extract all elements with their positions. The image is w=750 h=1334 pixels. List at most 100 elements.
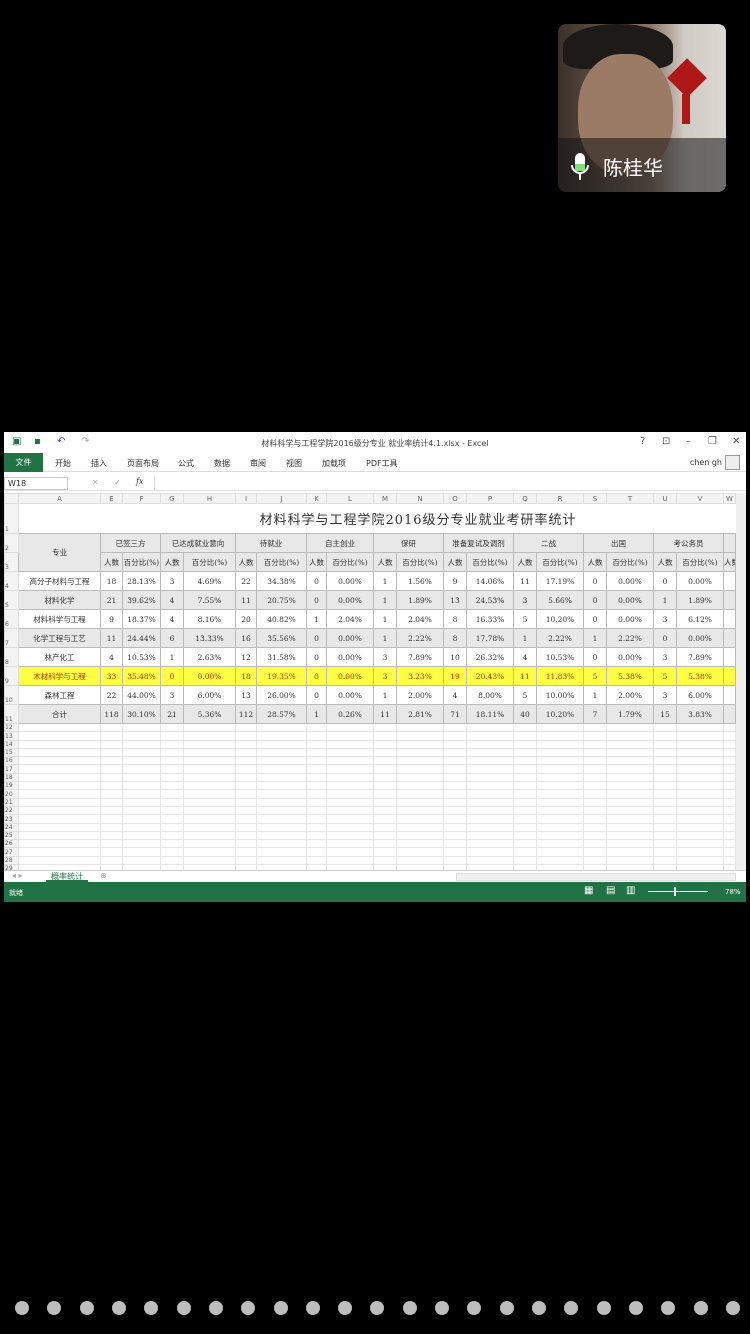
cell[interactable] [583,830,607,841]
cell[interactable] [256,764,307,774]
cell[interactable] [373,830,397,841]
cell[interactable] [160,847,184,857]
cell[interactable] [18,756,101,766]
count-header-cell[interactable]: 人数 [443,552,467,572]
value-cell[interactable]: 3 [513,590,537,610]
cell[interactable] [653,789,677,799]
user-avatar[interactable] [725,455,740,470]
count-header-cell[interactable]: 人数 [306,552,327,572]
cell[interactable] [536,772,584,783]
cell[interactable] [396,731,444,741]
row-number[interactable]: 16 [4,756,19,766]
cell[interactable] [443,855,467,866]
select-all-corner[interactable] [4,493,19,504]
value-cell[interactable]: 7.89% [396,647,444,667]
column-header[interactable]: U [653,493,677,504]
cell[interactable] [583,822,607,832]
cell[interactable] [256,739,307,749]
value-cell[interactable]: 3 [160,571,184,591]
column-header[interactable]: J [256,493,307,504]
value-cell[interactable]: 0.00% [676,628,724,648]
cell[interactable] [723,533,736,553]
value-cell[interactable]: 1 [373,590,397,610]
value-cell[interactable]: 2.04% [396,609,444,629]
cell[interactable] [235,855,257,866]
cell[interactable] [373,797,397,807]
cell[interactable] [723,839,736,849]
cell[interactable] [513,797,537,807]
cell[interactable] [122,805,161,816]
cell[interactable] [183,822,236,832]
value-cell[interactable]: 26.00% [256,685,307,705]
major-name-cell[interactable]: 木材科学与工程 [18,666,101,686]
value-cell[interactable]: 18.11% [466,704,514,724]
value-cell[interactable]: 2.81% [396,704,444,724]
column-header[interactable]: A [18,493,101,504]
cell[interactable] [122,814,161,824]
cell[interactable] [183,772,236,783]
cell[interactable] [122,855,161,866]
value-cell[interactable]: 1.79% [606,704,654,724]
value-cell[interactable]: 35.48% [122,666,161,686]
horizontal-scrollbar[interactable] [456,873,736,881]
cell[interactable] [18,855,101,866]
cell[interactable] [723,731,736,741]
cell[interactable] [18,781,101,791]
cell[interactable] [723,666,736,686]
cell[interactable] [676,814,724,824]
cell[interactable] [513,747,537,758]
cell[interactable] [466,789,514,799]
cell[interactable] [583,855,607,866]
cell[interactable] [18,847,101,857]
value-cell[interactable]: 20.75% [256,590,307,610]
page-dot[interactable] [15,1301,29,1315]
cell[interactable] [466,772,514,783]
cell[interactable] [466,814,514,824]
value-cell[interactable]: 5.38% [606,666,654,686]
cell[interactable] [653,739,677,749]
value-cell[interactable]: 0.00% [606,647,654,667]
page-dot[interactable] [111,1301,126,1315]
row-number[interactable]: 1 [4,503,19,534]
major-name-cell[interactable]: 材料化学 [18,590,101,610]
column-header[interactable]: W [723,493,736,504]
cell[interactable] [443,722,467,733]
cell[interactable] [326,739,374,749]
cell[interactable] [676,764,724,774]
cell[interactable] [326,822,374,832]
cell[interactable] [18,830,101,841]
cell[interactable] [723,789,736,799]
page-dot[interactable] [467,1301,482,1315]
cell[interactable] [606,847,654,857]
cell[interactable] [723,805,736,816]
cell[interactable] [100,739,123,749]
value-cell[interactable]: 4 [160,590,184,610]
cell[interactable] [653,747,677,758]
cell[interactable] [18,764,101,774]
value-cell[interactable]: 20 [235,609,257,629]
column-header[interactable]: G [160,493,184,504]
row-number[interactable]: 24 [4,822,19,832]
value-cell[interactable]: 39.62% [122,590,161,610]
cell[interactable] [326,855,374,866]
value-cell[interactable]: 10 [443,647,467,667]
value-cell[interactable]: 10.53% [122,647,161,667]
cell[interactable] [100,789,123,799]
value-cell[interactable]: 0.00% [326,590,374,610]
cell[interactable] [396,797,444,807]
function-icon[interactable]: fx [136,477,144,486]
cell[interactable] [723,685,736,705]
cell[interactable] [583,731,607,741]
cell[interactable] [466,781,514,791]
value-cell[interactable]: 0.26% [326,704,374,724]
cell[interactable] [653,764,677,774]
cell[interactable] [676,805,724,816]
cell[interactable] [235,789,257,799]
cell[interactable] [306,722,327,733]
value-cell[interactable]: 40 [513,704,537,724]
row-number[interactable]: 22 [4,805,19,816]
cell[interactable] [326,839,374,849]
cell[interactable] [606,855,654,866]
page-dot[interactable] [693,1301,708,1315]
page-dot[interactable] [499,1301,514,1315]
